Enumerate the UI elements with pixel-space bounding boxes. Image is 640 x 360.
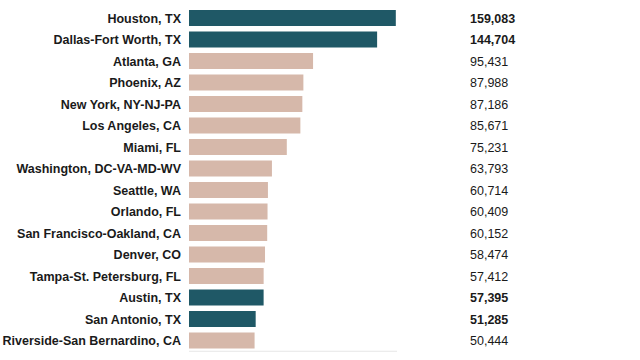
bar	[189, 53, 313, 69]
data-label: 159,083	[470, 12, 515, 26]
data-label: 51,285	[470, 313, 508, 327]
category-label: Tampa-St. Petersburg, FL	[30, 270, 182, 284]
data-label: 95,431	[470, 55, 508, 69]
data-label: 50,444	[470, 334, 508, 348]
category-label: Riverside-San Bernardino, CA	[2, 334, 181, 348]
category-label: Denver, CO	[114, 248, 182, 262]
category-label: Washington, DC-VA-MD-WV	[16, 162, 181, 176]
data-label: 87,988	[470, 76, 508, 90]
bar	[189, 225, 267, 241]
bar	[189, 96, 302, 112]
bar	[189, 182, 268, 198]
bar	[189, 290, 264, 306]
category-label: New York, NY-NJ-PA	[61, 98, 181, 112]
data-label: 63,793	[470, 162, 508, 176]
bar	[189, 268, 264, 284]
chart-svg: Houston, TX 159,083 Dallas-Fort Worth, TX 1…	[0, 0, 640, 360]
bar	[189, 333, 255, 349]
category-label: Dallas-Fort Worth, TX	[53, 33, 181, 47]
bar	[189, 75, 303, 91]
data-label: 60,152	[470, 227, 508, 241]
bar	[189, 139, 287, 155]
data-label: 75,231	[470, 141, 508, 155]
category-label: Seattle, WA	[113, 184, 181, 198]
data-label: 85,671	[470, 119, 508, 133]
category-label: Phoenix, AZ	[109, 76, 181, 90]
data-label: 60,714	[470, 184, 508, 198]
chart-container: Houston, TX 159,083 Dallas-Fort Worth, TX 1…	[0, 0, 640, 360]
data-label: 57,395	[470, 291, 508, 305]
bar	[189, 247, 265, 263]
category-label: Atlanta, GA	[113, 55, 181, 69]
bar	[189, 204, 268, 220]
bar	[189, 32, 377, 48]
bar	[189, 161, 272, 177]
category-label: San Francisco-Oakland, CA	[17, 227, 181, 241]
data-label: 58,474	[470, 248, 508, 262]
category-label: Houston, TX	[107, 12, 181, 26]
data-label: 57,412	[470, 270, 508, 284]
category-label: Austin, TX	[119, 291, 181, 305]
category-label: Orlando, FL	[111, 205, 182, 219]
x-axis-line	[189, 351, 397, 352]
data-label: 60,409	[470, 205, 508, 219]
bars	[189, 10, 396, 349]
category-label: Los Angeles, CA	[82, 119, 181, 133]
category-label: San Antonio, TX	[85, 313, 182, 327]
bar	[189, 10, 396, 26]
category-label: Miami, FL	[123, 141, 181, 155]
data-label: 144,704	[470, 33, 515, 47]
bar	[189, 118, 300, 134]
bar	[189, 311, 256, 327]
data-label: 87,186	[470, 98, 508, 112]
